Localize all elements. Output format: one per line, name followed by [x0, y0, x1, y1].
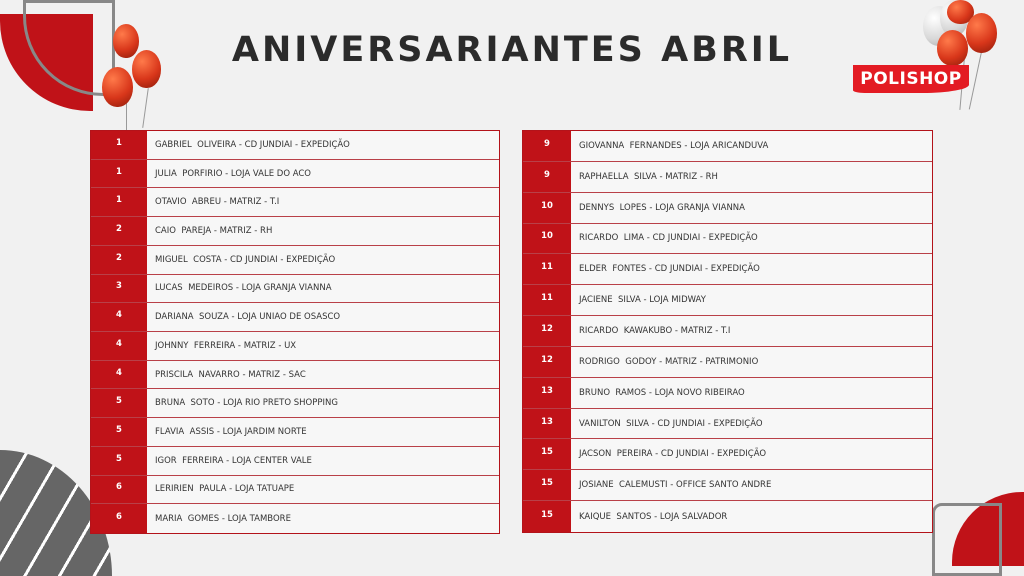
table-row: 12 RODRIGO GODOY - MATRIZ - PATRIMONIO [523, 346, 932, 378]
employee-name: MARIA GOMES - LOJA TAMBORE [155, 513, 291, 524]
table-row: 13 VANILTON SILVA - CD JUNDIAI - EXPEDIÇÃ… [523, 408, 932, 440]
employee-name: JACSON PEREIRA - CD JUNDIAI - EXPEDIÇÃO [579, 449, 767, 460]
polishop-logo: POLISHOP [853, 65, 969, 93]
employee-name: JOSIANE CALEMUSTI - OFFICE SANTO ANDRE [579, 480, 772, 491]
employee-name: JOHNNY FERREIRA - MATRIZ - UX [155, 340, 297, 351]
employee-name: KAIQUE SANTOS - LOJA SALVADOR [579, 511, 728, 522]
balloon-icon [132, 50, 161, 88]
employee-name: JACIENE SILVA - LOJA MIDWAY [579, 295, 706, 306]
table-row: 11 ELDER FONTES - CD JUNDIAI - EXPEDIÇÃO [523, 254, 932, 286]
table-row: 1 OTAVIO ABREU - MATRIZ - T.I [91, 188, 499, 218]
table-row: 15 JACSON PEREIRA - CD JUNDIAI - EXPEDIÇÃ… [523, 439, 932, 471]
employee-name: LUCAS MEDEIROS - LOJA GRANJA VIANNA [155, 283, 332, 294]
employee-name: PRISCILA NAVARRO - MATRIZ - SAC [155, 369, 306, 380]
employee-name: RICARDO LIMA - CD JUNDIAI - EXPEDIÇÃO [579, 233, 758, 244]
employee-name: IGOR FERREIRA - LOJA CENTER VALE [155, 455, 312, 466]
birthday-day: 15 [523, 470, 571, 501]
table-row: 5 BRUNA SOTO - LOJA RIO PRETO SHOPPING [91, 389, 499, 419]
table-row: 3 LUCAS MEDEIROS - LOJA GRANJA VIANNA [91, 274, 499, 304]
birthday-day: 6 [91, 475, 147, 504]
table-row: 13 BRUNO RAMOS - LOJA NOVO RIBEIRAO [523, 377, 932, 409]
employee-name: BRUNA SOTO - LOJA RIO PRETO SHOPPING [155, 398, 338, 409]
birthday-day: 5 [91, 446, 147, 475]
birthday-day: 5 [91, 389, 147, 418]
birthday-day: 13 [523, 377, 571, 408]
birthday-day: 3 [91, 274, 147, 303]
birthday-day: 10 [523, 223, 571, 254]
employee-name: OTAVIO ABREU - MATRIZ - T.I [155, 197, 280, 208]
birthday-day: 12 [523, 346, 571, 377]
table-row: 4 JOHNNY FERREIRA - MATRIZ - UX [91, 332, 499, 361]
table-row: 1 GABRIEL OLIVEIRA - CD JUNDIAI - EXPEDIÇ… [91, 131, 499, 160]
page-title: ANIVERSARIANTES ABRIL [231, 30, 793, 70]
birthday-day: 2 [91, 217, 147, 245]
birthday-day: 1 [91, 159, 147, 188]
employee-name: LERIRIEN PAULA - LOJA TATUAPE [155, 484, 295, 495]
employee-name: RICARDO KAWAKUBO - MATRIZ - T.I [579, 325, 731, 336]
table-row: 9 RAPHAELLA SILVA - MATRIZ - RH [523, 161, 932, 193]
employee-name: JULIA PORFIRIO - LOJA VALE DO ACO [155, 168, 312, 179]
balloon-icon [966, 13, 997, 53]
table-row: 11 JACIENE SILVA - LOJA MIDWAY [523, 285, 932, 317]
birthday-day: 4 [91, 303, 147, 331]
table-row: 5 IGOR FERREIRA - LOJA CENTER VALE [91, 446, 499, 476]
birthday-day: 12 [523, 316, 571, 346]
table-row: 10 DENNYS LOPES - LOJA GRANJA VIANNA [523, 192, 932, 224]
birthday-day: 9 [523, 131, 571, 161]
birthday-day: 11 [523, 254, 571, 285]
birthday-day: 10 [523, 192, 571, 223]
employee-name: FLAVIA ASSIS - LOJA JARDIM NORTE [155, 426, 307, 437]
employee-name: BRUNO RAMOS - LOJA NOVO RIBEIRAO [579, 387, 745, 398]
birthday-day: 9 [523, 161, 571, 192]
birthday-day: 4 [91, 360, 147, 389]
gray-frame [932, 503, 1002, 576]
balloon-icon [102, 67, 133, 107]
table-row: 4 DARIANA SOUZA - LOJA UNIAO DE OSASCO [91, 303, 499, 332]
table-row: 1 JULIA PORFIRIO - LOJA VALE DO ACO [91, 159, 499, 189]
employee-name: VANILTON SILVA - CD JUNDIAI - EXPEDIÇÃO [579, 418, 763, 429]
employee-name: MIGUEL COSTA - CD JUNDIAI - EXPEDIÇÃO [155, 254, 336, 265]
table-row: 10 RICARDO LIMA - CD JUNDIAI - EXPEDIÇÃO [523, 223, 932, 255]
table-row: 6 MARIA GOMES - LOJA TAMBORE [91, 504, 499, 533]
birthday-day: 15 [523, 439, 571, 470]
table-row: 6 LERIRIEN PAULA - LOJA TATUAPE [91, 475, 499, 505]
balloon-icon [937, 30, 968, 66]
table-row: 12 RICARDO KAWAKUBO - MATRIZ - T.I [523, 316, 932, 347]
table-row: 5 FLAVIA ASSIS - LOJA JARDIM NORTE [91, 418, 499, 447]
table-row: 2 CAIO PAREJA - MATRIZ - RH [91, 217, 499, 246]
employee-name: ELDER FONTES - CD JUNDIAI - EXPEDIÇÃO [579, 264, 760, 275]
employee-name: GIOVANNA FERNANDES - LOJA ARICANDUVA [579, 140, 769, 151]
birthday-day: 6 [91, 504, 147, 533]
employee-name: RAPHAELLA SILVA - MATRIZ - RH [579, 171, 718, 182]
balloon-icon [113, 24, 139, 58]
birthday-table-right: 9 GIOVANNA FERNANDES - LOJA ARICANDUVA 9 RA… [522, 130, 933, 533]
birthday-day: 11 [523, 285, 571, 316]
birthday-day: 4 [91, 332, 147, 360]
table-row: 9 GIOVANNA FERNANDES - LOJA ARICANDUVA [523, 131, 932, 162]
birthday-day: 13 [523, 408, 571, 439]
table-row: 4 PRISCILA NAVARRO - MATRIZ - SAC [91, 360, 499, 390]
birthday-table-left: 1 GABRIEL OLIVEIRA - CD JUNDIAI - EXPEDIÇ… [90, 130, 500, 534]
birthday-day: 15 [523, 501, 571, 532]
table-row: 15 KAIQUE SANTOS - LOJA SALVADOR [523, 501, 932, 532]
table-row: 15 JOSIANE CALEMUSTI - OFFICE SANTO ANDRE [523, 470, 932, 502]
employee-name: RODRIGO GODOY - MATRIZ - PATRIMONIO [579, 356, 759, 367]
employee-name: DARIANA SOUZA - LOJA UNIAO DE OSASCO [155, 312, 341, 323]
birthday-day: 1 [91, 188, 147, 217]
birthday-day: 5 [91, 418, 147, 446]
employee-name: GABRIEL OLIVEIRA - CD JUNDIAI - EXPEDIÇÃ… [155, 139, 350, 150]
birthday-day: 2 [91, 245, 147, 274]
employee-name: CAIO PAREJA - MATRIZ - RH [155, 225, 273, 236]
table-row: 2 MIGUEL COSTA - CD JUNDIAI - EXPEDIÇÃO [91, 245, 499, 275]
birthday-day: 1 [91, 131, 147, 159]
employee-name: DENNYS LOPES - LOJA GRANJA VIANNA [579, 202, 745, 213]
